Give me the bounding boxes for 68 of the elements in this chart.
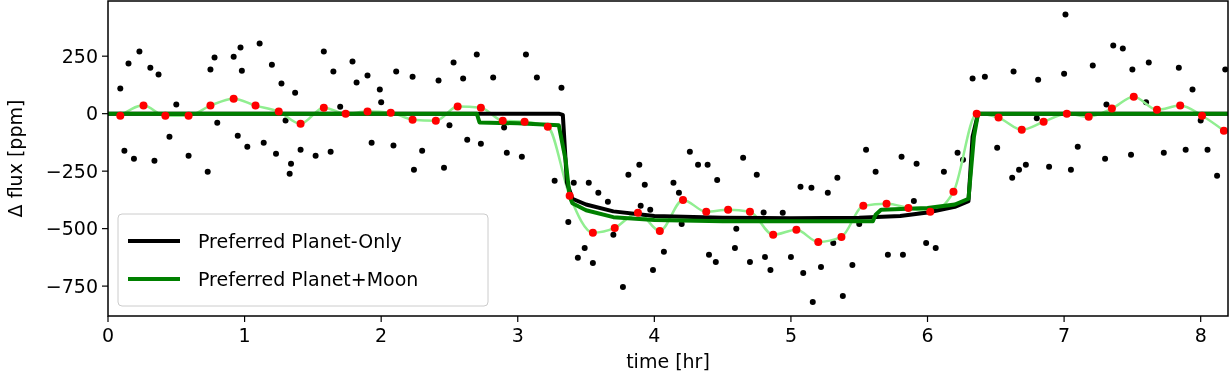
point	[476, 103, 485, 112]
point	[904, 203, 913, 212]
y-tick-label: −750	[45, 274, 98, 297]
point	[792, 225, 801, 234]
point	[679, 195, 688, 204]
point	[724, 205, 733, 214]
point	[363, 107, 372, 116]
point	[116, 111, 125, 120]
point	[1152, 105, 1161, 114]
point	[139, 101, 148, 110]
x-tick-label: 4	[648, 324, 661, 346]
point	[520, 117, 529, 126]
point	[1219, 126, 1228, 135]
point	[655, 226, 664, 235]
point	[837, 232, 846, 241]
point	[859, 201, 868, 210]
point	[1017, 125, 1026, 134]
x-tick-label: 7	[1058, 324, 1071, 346]
point	[994, 113, 1003, 122]
legend-label: Preferred Planet-Only	[198, 229, 402, 252]
x-tick-label: 1	[238, 324, 251, 346]
point	[1039, 117, 1048, 126]
point	[206, 101, 215, 110]
point	[610, 223, 619, 232]
point	[341, 109, 350, 118]
point	[588, 228, 597, 237]
point	[408, 115, 417, 124]
x-tick-label: 2	[375, 324, 388, 346]
point	[1198, 111, 1207, 120]
x-tick-label: 8	[1194, 324, 1207, 346]
point	[949, 187, 958, 196]
point	[972, 109, 981, 118]
point	[319, 103, 328, 112]
point	[1129, 92, 1138, 101]
x-tick-label: 0	[101, 324, 115, 346]
x-tick-label: 3	[511, 324, 524, 346]
point	[386, 108, 395, 117]
point	[882, 199, 891, 208]
point	[1176, 101, 1185, 110]
point	[1084, 112, 1093, 121]
y-tick-label: −500	[45, 217, 98, 240]
point	[565, 191, 574, 200]
point	[633, 208, 642, 217]
point	[1107, 104, 1116, 113]
point	[453, 102, 462, 111]
point	[161, 111, 170, 120]
y-tick-label: 250	[61, 44, 98, 67]
point	[274, 107, 283, 116]
y-axis-title: Δ flux [ppm]	[4, 99, 26, 218]
point	[745, 207, 754, 216]
y-tick-label: −250	[45, 159, 98, 182]
point	[229, 94, 238, 103]
point	[184, 111, 193, 120]
x-tick-label: 5	[784, 324, 797, 346]
point	[769, 230, 778, 239]
point	[251, 101, 260, 110]
x-tick-label: 6	[921, 324, 934, 346]
legend-label: Preferred Planet+Moon	[198, 267, 419, 290]
point	[543, 122, 552, 131]
point	[296, 119, 305, 128]
point	[702, 207, 711, 216]
point	[926, 207, 935, 216]
point	[1062, 109, 1071, 118]
point	[814, 237, 823, 246]
y-tick-label: 0	[85, 102, 98, 125]
x-axis-title: time [hr]	[626, 350, 710, 372]
point	[431, 116, 440, 125]
point	[498, 116, 507, 125]
